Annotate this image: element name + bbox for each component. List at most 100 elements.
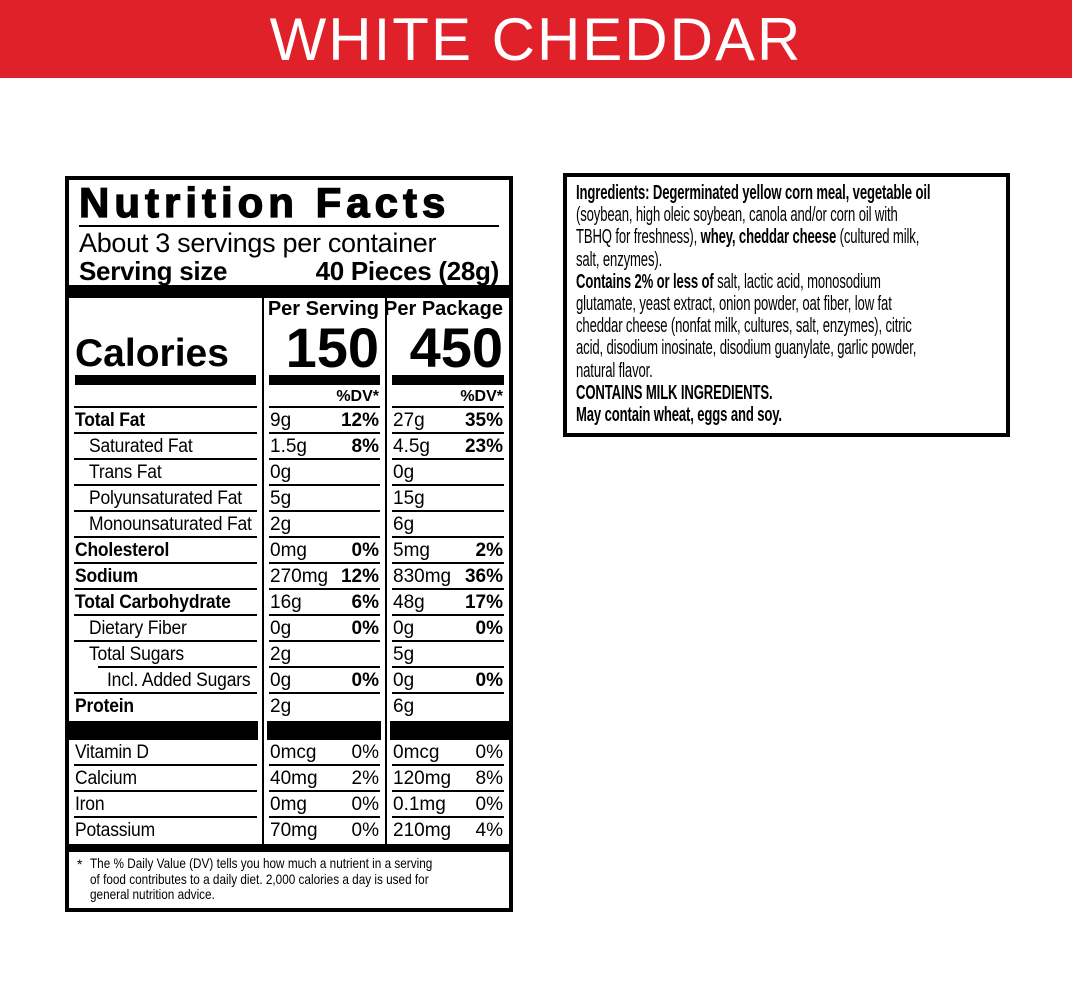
section-bar-top <box>69 285 509 298</box>
amount-per-serving: 5g <box>270 488 292 509</box>
dv-header-serving: %DV* <box>262 386 385 408</box>
ingredients-bold-segment: May contain wheat, eggs and soy. <box>576 404 782 427</box>
amount-per-serving: 70mg <box>270 820 318 841</box>
calories-section: Per Serving Per Package Calories 150 450… <box>69 298 509 408</box>
dv-per-package: 17% <box>464 592 503 613</box>
nutrient-label-cell: Cholesterol <box>69 538 262 564</box>
dv-per-package: 0% <box>475 618 503 639</box>
ingredients-text: Ingredients: Degerminated yellow corn me… <box>576 182 995 426</box>
amount-per-serving: 2g <box>270 696 292 717</box>
amount-per-serving: 0g <box>270 462 292 483</box>
per-package-header: Per Package <box>384 298 509 320</box>
nutrient-label: Sodium <box>75 566 138 587</box>
amount-per-package: 4.5g <box>393 436 430 457</box>
vitamin-label-cell: Calcium <box>69 766 262 792</box>
dv-per-serving: 0% <box>351 618 379 639</box>
nutrient-label-cell: Total Fat <box>69 408 262 434</box>
dv-per-package: 4% <box>475 820 503 841</box>
amount-per-package: 830mg <box>393 566 452 587</box>
amount-per-package: 120mg <box>393 768 452 789</box>
nutrient-label-cell: Sodium <box>69 564 262 590</box>
nutrient-label: Total Carbohydrate <box>75 592 231 613</box>
amount-per-serving: 0mg <box>270 794 307 815</box>
ingredients-bold-segment: Ingredients: Degerminated yellow corn me… <box>576 182 931 204</box>
per-serving-header: Per Serving <box>262 298 385 320</box>
dv-per-package: 23% <box>464 436 503 457</box>
per-serving-cell: 2g <box>262 642 385 668</box>
amount-per-package: 0.1mg <box>393 794 446 815</box>
dv-per-serving: 6% <box>351 592 379 613</box>
vitamin-label: Calcium <box>75 768 137 789</box>
amount-per-serving: 1.5g <box>270 436 307 457</box>
per-serving-cell: 5g <box>262 486 385 512</box>
serving-size-row: Serving size 40 Pieces (28g) <box>79 257 499 285</box>
nutrient-label: Dietary Fiber <box>89 618 187 639</box>
amount-per-package: 0g <box>393 462 415 483</box>
vitamin-label-cell: Iron <box>69 792 262 818</box>
nutrient-label: Trans Fat <box>89 462 162 483</box>
per-serving-cell: 0g <box>262 460 385 486</box>
ingredients-line: TBHQ for freshness), whey, cheddar chees… <box>576 226 995 248</box>
per-serving-cell: 9g 12% <box>262 408 385 434</box>
per-package-cell: 210mg 4% <box>385 818 509 844</box>
ingredients-line: Ingredients: Degerminated yellow corn me… <box>576 182 995 204</box>
nutrient-label-cell: Total Carbohydrate <box>69 590 262 616</box>
ingredients-line: natural flavor. <box>576 360 995 382</box>
amount-per-package: 0g <box>393 618 415 639</box>
spacer-cell <box>69 386 262 408</box>
amount-per-package: 6g <box>393 696 415 717</box>
amount-per-serving: 2g <box>270 644 292 665</box>
dv-per-serving: 0% <box>351 794 379 815</box>
dv-per-serving: 0% <box>351 540 379 561</box>
nutrient-label: Saturated Fat <box>89 436 193 457</box>
per-serving-cell: 40mg 2% <box>262 766 385 792</box>
per-package-cell: 0g 0% <box>385 616 509 642</box>
per-serving-cell: 70mg 0% <box>262 818 385 844</box>
per-package-cell: 0.1mg 0% <box>385 792 509 818</box>
vitamin-label: Potassium <box>75 820 155 841</box>
ingredients-segment: acid, disodium inosinate, disodium guany… <box>576 337 917 360</box>
nutrient-label: Monounsaturated Fat <box>89 514 252 535</box>
ingredients-line: May contain wheat, eggs and soy. <box>576 404 995 426</box>
vitamin-label: Iron <box>75 794 105 815</box>
nutrition-facts-panel: Nutrition Facts About 3 servings per con… <box>65 176 513 912</box>
vitamin-rows: Vitamin D 0mcg 0% 0mcg 0% Calcium 40mg 2% 120mg 8… <box>69 740 509 844</box>
dv-per-package: 35% <box>464 410 503 431</box>
per-serving-cell: 0mg 0% <box>262 538 385 564</box>
ingredients-line: glutamate, yeast extract, onion powder, … <box>576 293 995 315</box>
serving-size-value: 40 Pieces (28g) <box>315 256 500 286</box>
footnote-line: The % Daily Value (DV) tells you how muc… <box>90 855 433 871</box>
amount-per-serving: 0g <box>270 618 292 639</box>
serving-size-label: Serving size <box>79 256 228 286</box>
per-package-cell: 830mg 36% <box>385 564 509 590</box>
protein-divider-bars <box>69 720 509 740</box>
dv-per-package: 2% <box>475 540 503 561</box>
vitamin-label-cell: Vitamin D <box>69 740 262 766</box>
per-package-cell: 15g <box>385 486 509 512</box>
ingredients-line: CONTAINS MILK INGREDIENTS. <box>576 382 995 404</box>
amount-per-package: 0mcg <box>393 742 440 763</box>
amount-per-serving: 0mg <box>270 540 307 561</box>
amount-per-serving: 40mg <box>270 768 318 789</box>
calories-per-package: 450 <box>385 320 509 376</box>
ingredients-bold-segment: CONTAINS MILK INGREDIENTS. <box>576 381 773 404</box>
footnote-text: The % Daily Value (DV) tells you how muc… <box>90 855 435 903</box>
dv-per-serving: 2% <box>351 768 379 789</box>
ingredients-segment: natural flavor. <box>576 359 653 382</box>
amount-per-serving: 0g <box>270 670 292 691</box>
dv-header-package: %DV* <box>385 386 509 408</box>
per-package-cell: 6g <box>385 694 509 720</box>
nutrient-label: Polyunsaturated Fat <box>89 488 242 509</box>
nutrient-label: Incl. Added Sugars <box>107 670 251 691</box>
ingredients-bold-segment: whey, cheddar cheese <box>700 226 837 249</box>
nutrient-label-cell: Monounsaturated Fat <box>69 512 262 538</box>
dv-per-serving: 0% <box>351 742 379 763</box>
vitamin-label-cell: Potassium <box>69 818 262 844</box>
per-package-cell: 6g <box>385 512 509 538</box>
dv-per-serving: 12% <box>340 566 379 587</box>
amount-per-serving: 16g <box>270 592 302 613</box>
nutrient-label: Total Fat <box>75 410 145 431</box>
vitamin-label: Vitamin D <box>75 742 149 763</box>
nutrient-label-cell: Total Sugars <box>69 642 262 668</box>
dv-per-package: 8% <box>475 768 503 789</box>
